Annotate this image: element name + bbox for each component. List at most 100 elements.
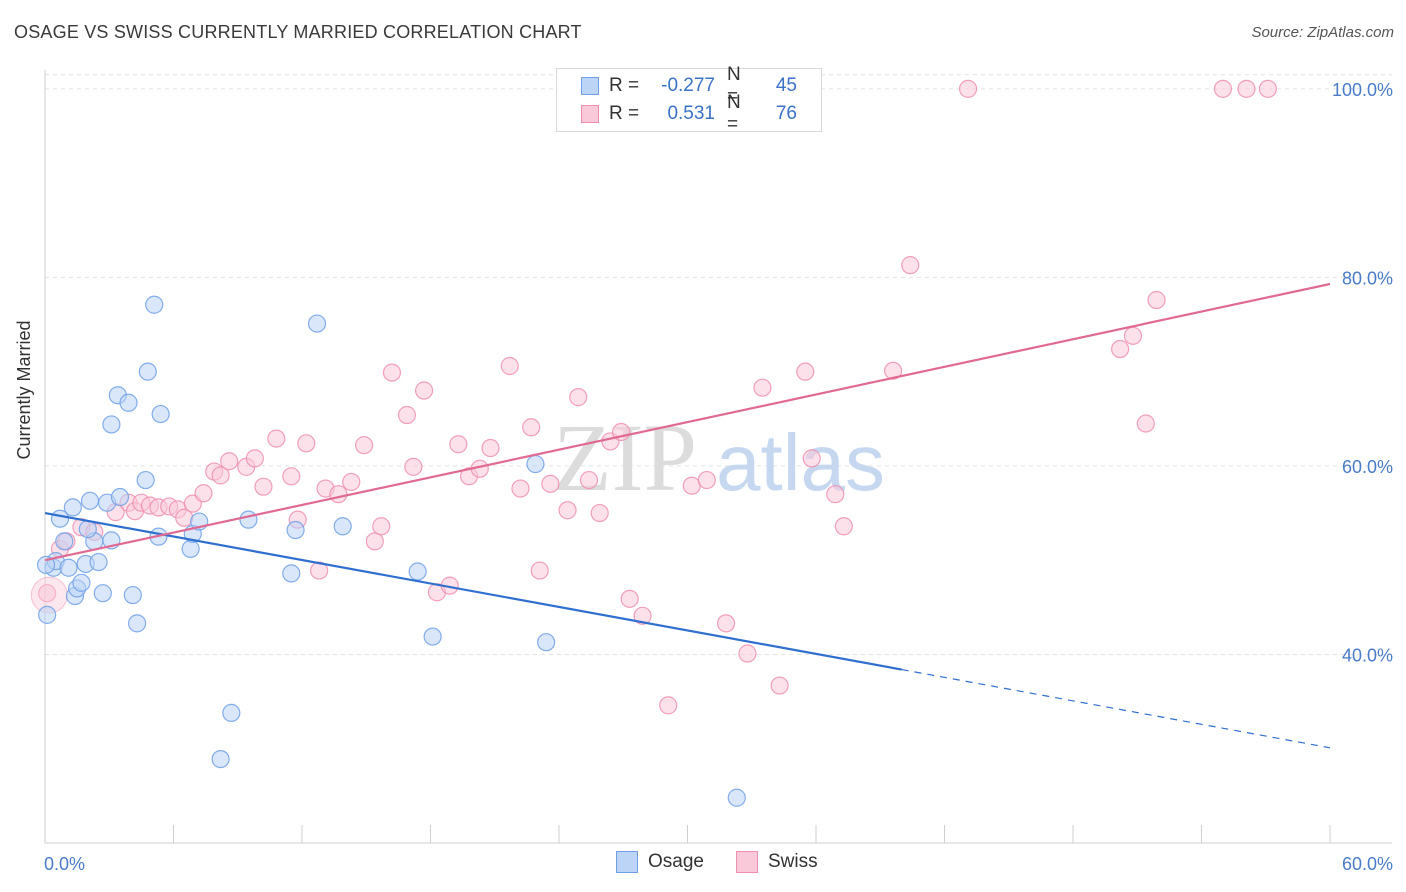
legend-row-swiss: R = 0.531 N = 76 — [581, 92, 797, 135]
swiss-point-29 — [342, 472, 361, 492]
osage-point-5 — [59, 558, 78, 577]
swiss-point-61 — [753, 378, 772, 397]
legend-r-value: 0.531 — [667, 103, 715, 124]
x-tick-label-1: 60.0% — [1342, 854, 1393, 874]
trend-lines — [44, 282, 1331, 749]
y-tick-label-0: 40.0% — [1342, 645, 1393, 665]
swiss-point-28 — [329, 485, 348, 504]
osage-point-6 — [63, 498, 82, 517]
axes — [44, 70, 1392, 844]
swiss-point-46 — [530, 561, 549, 580]
swiss-point-55 — [633, 606, 652, 625]
swiss-point-74 — [1213, 79, 1233, 98]
osage-point-9 — [72, 573, 91, 592]
legend-r-label: R = — [609, 103, 640, 124]
swiss-point-71 — [1123, 326, 1143, 345]
series-legend-swiss: Swiss — [736, 851, 818, 873]
swiss-point-75 — [1237, 79, 1256, 98]
y-tick-label-2: 80.0% — [1342, 268, 1393, 288]
swiss-point-70 — [1111, 339, 1130, 359]
series-label-swiss: Swiss — [768, 851, 818, 872]
y-axis-label: Currently Married — [14, 320, 34, 460]
legend-row-osage: R = -0.277 N = 45 — [581, 64, 797, 107]
grid-lines — [45, 74, 1392, 655]
osage-point-20 — [119, 393, 138, 412]
swiss-points — [30, 79, 1277, 715]
osage-trend-line — [44, 511, 902, 671]
swiss-point-44 — [511, 479, 530, 498]
swiss-point-63 — [796, 362, 815, 381]
swiss-point-15 — [194, 484, 213, 503]
swiss-point-76 — [1258, 79, 1277, 98]
swiss-point-69 — [958, 79, 978, 98]
legend-n-value: 45 — [775, 75, 797, 96]
y-tick-label-3: 100.0% — [1332, 80, 1393, 100]
osage-point-31 — [211, 750, 230, 769]
osage-point-23 — [136, 470, 155, 490]
osage-point-36 — [307, 314, 327, 333]
osage-point-37 — [333, 517, 352, 536]
swiss-point-18 — [220, 452, 239, 471]
osage-points — [36, 295, 746, 807]
osage-point-4 — [55, 532, 74, 551]
swiss-point-68 — [901, 256, 920, 275]
osage-point-0 — [38, 605, 57, 624]
swiss-point-22 — [267, 429, 286, 448]
swiss-point-33 — [382, 363, 402, 382]
swiss-point-54 — [620, 589, 639, 608]
swiss-point-0 — [38, 584, 57, 603]
swiss-point-72 — [1136, 414, 1155, 433]
swiss-point-43 — [500, 356, 519, 376]
osage-point-27 — [151, 404, 170, 424]
swiss-point-64 — [802, 449, 821, 468]
swiss-point-36 — [414, 381, 434, 400]
osage-point-39 — [423, 627, 442, 646]
tick-labels: 40.0% 60.0% 80.0% 100.0% 0.0% 60.0% — [44, 80, 1393, 874]
osage-point-33 — [239, 510, 258, 529]
series-legend: Osage Swiss — [0, 851, 1406, 879]
legend-swatch-osage — [581, 77, 599, 95]
swiss-point-35 — [404, 457, 423, 476]
swiss-point-21 — [254, 477, 273, 496]
swiss-point-31 — [365, 532, 384, 551]
y-tick-label-1: 60.0% — [1342, 457, 1393, 477]
osage-point-25 — [145, 295, 164, 314]
swiss-point-45 — [522, 418, 541, 437]
swiss-point-51 — [590, 503, 609, 523]
swiss-point-62 — [770, 676, 789, 695]
watermark-atlas: atlas — [716, 418, 885, 507]
osage-point-34 — [282, 564, 301, 583]
series-legend-osage: Osage — [616, 851, 704, 873]
swiss-point-17 — [211, 466, 230, 485]
swiss-point-59 — [716, 614, 736, 633]
swiss-point-58 — [697, 470, 716, 490]
osage-point-16 — [102, 415, 121, 434]
swiss-point-20 — [245, 449, 264, 468]
swiss-point-67 — [883, 361, 903, 380]
osage-point-14 — [93, 584, 112, 603]
osage-point-24 — [138, 362, 157, 381]
swiss-point-23 — [282, 467, 301, 486]
swiss-point-48 — [558, 501, 577, 520]
osage-point-44 — [78, 519, 97, 539]
osage-point-21 — [123, 585, 142, 605]
swiss-trend-line — [44, 282, 1331, 562]
swiss-point-34 — [397, 405, 417, 425]
osage-trend-extension — [901, 668, 1331, 749]
osage-point-22 — [127, 614, 147, 633]
osage-point-38 — [408, 562, 427, 581]
source-credit: Source: ZipAtlas.com — [1251, 24, 1394, 41]
x-tick-label-0: 0.0% — [44, 854, 85, 874]
swiss-point-47 — [541, 474, 560, 493]
osage-point-42 — [727, 788, 746, 807]
swiss-point-66 — [834, 517, 853, 536]
series-swatch-osage — [616, 851, 638, 873]
swiss-point-30 — [355, 436, 374, 455]
swiss-point-32 — [372, 517, 391, 536]
legend-r-value: -0.277 — [661, 75, 715, 96]
swiss-point-73 — [1147, 290, 1166, 310]
legend-swatch-swiss — [581, 105, 599, 123]
legend-r-label: R = — [609, 75, 640, 96]
chart-title: OSAGE VS SWISS CURRENTLY MARRIED CORRELA… — [14, 22, 582, 42]
